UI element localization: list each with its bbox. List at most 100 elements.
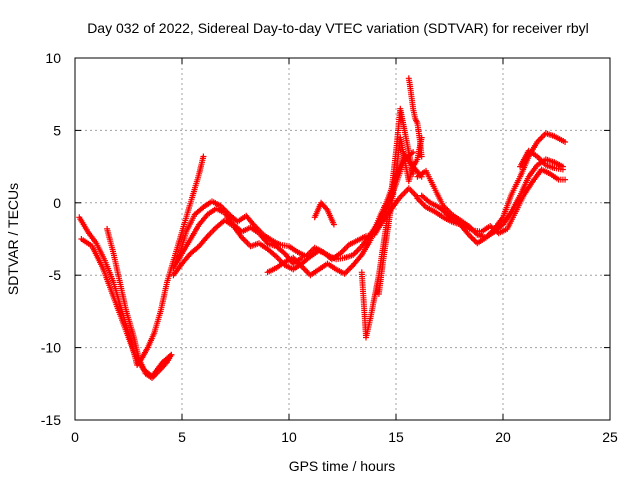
data-point-markers [123,308,136,335]
data-point-markers [474,235,488,247]
data-point-markers [264,246,278,259]
data-point-markers [500,210,514,228]
data-point-markers [427,199,441,210]
data-point-markers [380,230,391,264]
data-point-marker [330,221,337,228]
data-point-marker [562,176,569,183]
data-point-markers [307,248,321,260]
x-axis-label: GPS time / hours [289,458,396,474]
data-point-markers [286,243,299,254]
data-point-markers [179,237,193,257]
data-point-markers [273,260,286,271]
data-point-markers [384,201,395,235]
series-track-10 [375,134,425,297]
data-point-markers [318,199,330,212]
data-point-markers [457,221,471,237]
data-point-markers [174,230,189,264]
data-point-markers [517,175,531,199]
data-series [76,75,569,381]
data-point-markers [196,234,210,250]
data-point-markers [414,120,423,139]
data-point-markers [121,322,138,356]
data-point-markers [187,223,202,242]
data-point-markers [196,155,206,177]
series-track-13 [414,156,566,241]
data-point-markers [491,215,505,232]
data-point-markers [512,193,527,215]
x-tick-label: 15 [388,429,404,445]
x-tick-label: 20 [495,429,511,445]
data-point-markers [478,224,492,235]
data-point-markers [431,185,446,207]
data-point-markers [217,202,231,216]
data-point-markers [324,251,338,262]
data-point-markers [76,214,90,233]
data-point-markers [307,267,321,279]
data-point-markers [164,353,174,366]
data-point-markers [495,226,509,237]
data-point-markers [354,234,368,244]
data-point-markers [213,218,227,231]
chart-title: Day 032 of 2022, Sidereal Day-to-day VTE… [87,20,589,36]
y-tick-label: 5 [53,122,61,138]
data-point-markers [457,217,470,228]
data-point-marker [562,138,569,145]
data-point-markers [397,134,408,161]
data-point-markers [129,330,142,361]
data-point-markers [465,223,479,237]
data-point-markers [149,367,163,381]
data-point-markers [268,237,282,247]
data-point-markers [405,185,419,199]
data-point-markers [337,243,351,257]
series-track-11 [405,75,425,160]
data-point-markers [213,205,227,216]
data-point-markers [204,225,218,240]
x-tick-label: 5 [178,429,186,445]
data-point-markers [172,223,187,257]
data-point-markers [414,169,428,180]
data-point-markers [238,225,252,235]
data-point-markers [110,250,123,284]
data-point-markers [142,370,154,380]
x-tick-label: 10 [281,429,297,445]
data-point-markers [465,231,479,245]
data-point-markers [358,239,373,258]
data-point-markers [102,257,116,284]
data-point-markers [89,243,105,270]
data-point-markers [110,279,125,313]
data-point-markers [189,172,202,199]
data-point-markers [303,246,317,260]
series-track-5 [174,185,421,264]
data-point-markers [238,234,253,248]
data-point-markers [170,262,184,279]
data-point-markers [136,356,148,375]
data-point-marker [200,153,207,160]
data-point-marker [418,153,425,160]
series-track-15 [517,147,566,173]
data-point-markers [179,251,193,267]
data-point-markers [230,223,244,239]
data-point-markers [93,240,107,262]
data-point-markers [504,210,518,232]
series-track-8 [311,199,337,228]
data-point-markers [341,263,355,277]
data-point-markers [358,269,367,305]
data-point-markers [333,266,346,276]
data-point-markers [525,163,539,180]
data-point-markers [440,214,453,224]
data-point-markers [316,247,329,258]
data-point-markers [388,172,399,206]
data-point-markers [324,260,338,272]
data-point-markers [200,199,214,211]
data-point-markers [405,75,414,94]
data-point-markers [414,195,428,209]
data-point-markers [251,223,265,237]
data-point-markers [375,259,386,297]
data-point-markers [367,217,382,244]
data-point-markers [508,175,523,198]
data-point-markers [104,225,116,255]
y-tick-label: -10 [41,340,61,356]
data-point-markers [555,176,566,183]
data-point-markers [181,194,196,228]
